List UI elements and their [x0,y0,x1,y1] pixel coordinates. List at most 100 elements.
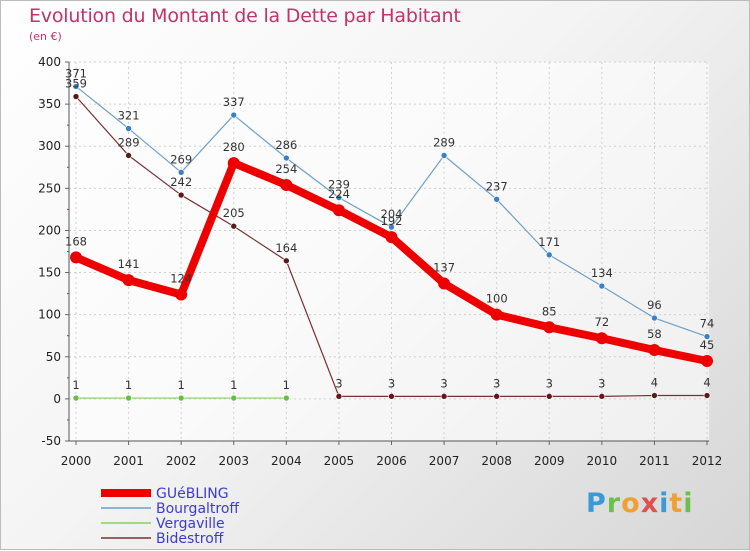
y-tick-label: 0 [53,392,61,406]
y-tick-label: 100 [38,308,61,322]
y-tick-label: 250 [38,181,61,195]
data-point-bidestroff [598,393,606,400]
data-point-bidestroff [283,257,290,265]
data-point-bidestroff [545,393,553,400]
data-label-bidestroff: 4 [651,376,658,390]
data-label-gu-bling: 85 [542,304,557,318]
data-label-bidestroff: 3 [388,376,395,390]
data-point-bourgaltroff [651,314,658,322]
data-label-bourgaltroff: 134 [591,266,613,280]
data-label-bourgaltroff: 269 [170,152,192,166]
data-label-bidestroff: 205 [223,206,245,220]
data-label-vergaville: 1 [230,378,237,392]
data-point-gu-bling [385,231,398,244]
data-point-gu-bling [490,308,503,321]
x-tick-label: 2012 [692,454,723,468]
data-label-bidestroff: 164 [275,241,297,255]
data-point-vergaville [283,394,290,402]
data-point-bidestroff [493,393,500,400]
data-point-bidestroff [703,392,711,399]
data-point-gu-bling [648,344,661,357]
proxiti-logo: Proxiti [586,488,694,519]
data-point-bidestroff [440,393,448,400]
data-label-bidestroff: 289 [118,135,140,149]
data-label-gu-bling: 45 [700,338,715,352]
chart-subtitle: (en €) [29,30,62,43]
y-tick-label: 200 [38,223,61,237]
data-label-bourgaltroff: 239 [328,178,350,192]
legend-label-bourgaltroff: Bourgaltroff [156,501,239,517]
data-point-gu-bling [595,332,608,345]
data-label-bourgaltroff: 371 [65,66,87,80]
y-tick-label: 50 [46,350,61,364]
data-label-vergaville: 1 [72,378,79,392]
data-point-bourgaltroff [493,195,500,203]
logo-letter: P [586,488,607,519]
x-tick-label: 2000 [61,454,92,468]
data-point-bourgaltroff [230,111,238,119]
data-point-bidestroff [651,392,658,399]
x-tick-label: 2002 [166,454,197,468]
x-tick-label: 2011 [639,454,670,468]
data-label-gu-bling: 254 [275,162,297,176]
x-tick-label: 2006 [376,454,407,468]
data-point-vergaville [125,394,132,402]
logo-letter: i [659,488,670,519]
x-tick-label: 2010 [587,454,618,468]
x-tick-label: 2004 [271,454,302,468]
x-tick-label: 2008 [481,454,512,468]
x-tick-label: 2005 [324,454,355,468]
data-label-bourgaltroff: 286 [275,138,297,152]
data-point-bidestroff [72,93,80,100]
data-label-bidestroff: 3 [598,376,605,390]
logo-letter: x [640,488,660,519]
logo-letter: i [683,488,694,519]
data-label-gu-bling: 72 [595,315,610,329]
logo-letter: o [621,488,641,519]
data-label-gu-bling: 100 [486,292,508,306]
data-point-bidestroff [388,393,395,400]
data-point-bourgaltroff [125,125,132,132]
x-tick-label: 2009 [534,454,565,468]
data-label-bourgaltroff: 96 [647,298,662,312]
data-label-bidestroff: 4 [703,376,710,390]
y-tick-label: 150 [38,266,61,280]
legend-label-bidestroff: Bidestroff [156,531,224,547]
x-tick-label: 2007 [429,454,460,468]
data-point-bourgaltroff [335,194,343,201]
data-point-vergaville [177,394,185,402]
data-point-gu-bling [227,157,240,170]
data-point-gu-bling [122,274,135,287]
data-label-bourgaltroff: 337 [223,95,245,109]
y-tick-label: 350 [38,97,61,111]
data-point-bourgaltroff [177,169,185,176]
legend-label-vergaville: Vergaville [156,516,225,532]
data-label-bourgaltroff: 237 [486,179,508,193]
chart-title: Evolution du Montant de la Dette par Hab… [29,5,461,27]
data-label-bidestroff: 3 [335,376,342,390]
data-point-bourgaltroff [388,223,395,231]
data-point-bidestroff [230,222,238,230]
data-label-bourgaltroff: 74 [700,317,715,331]
data-point-gu-bling [280,178,293,191]
x-tick-label: 2001 [113,454,144,468]
data-point-gu-bling [438,277,451,290]
y-tick-label: 300 [38,139,61,153]
data-label-bidestroff: 242 [170,175,192,189]
data-label-bidestroff: 3 [493,376,500,390]
legend-label-gu-bling: GUéBLING [156,486,229,502]
data-point-gu-bling [701,354,713,367]
data-label-bourgaltroff: 204 [381,207,403,221]
data-label-bidestroff: 3 [440,376,447,390]
data-point-vergaville [72,394,80,402]
data-point-bourgaltroff [545,251,553,259]
data-point-bourgaltroff [703,333,711,340]
data-point-bidestroff [335,393,343,400]
x-tick-label: 2003 [218,454,249,468]
logo-letter: r [606,488,622,519]
y-tick-label: -50 [41,434,61,448]
data-label-bidestroff: 3 [546,376,553,390]
data-label-gu-bling: 58 [647,327,662,341]
